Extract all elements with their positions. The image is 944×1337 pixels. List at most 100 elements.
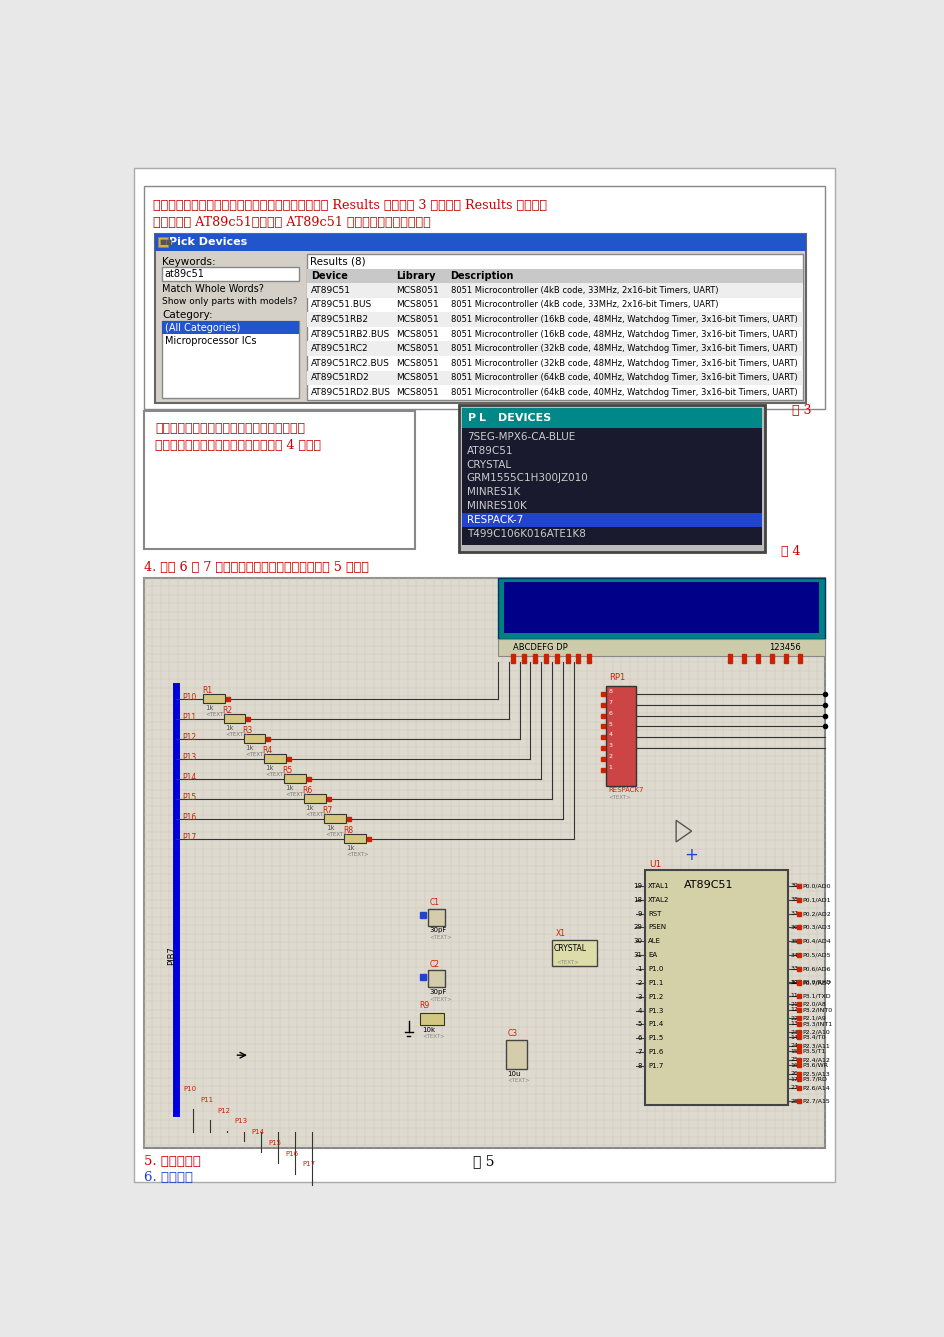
Text: 8: 8 bbox=[608, 690, 612, 694]
Text: R9: R9 bbox=[418, 1001, 429, 1011]
Text: AT89C51RC2: AT89C51RC2 bbox=[311, 344, 368, 353]
Text: Library: Library bbox=[396, 271, 435, 281]
Text: AT89C51: AT89C51 bbox=[311, 286, 351, 294]
Text: 1: 1 bbox=[608, 765, 612, 770]
Text: P1.7: P1.7 bbox=[648, 1063, 663, 1070]
Text: CRYSTAL: CRYSTAL bbox=[466, 460, 512, 469]
Text: 31: 31 bbox=[632, 952, 641, 959]
Text: MINRES1K: MINRES1K bbox=[466, 487, 519, 497]
Text: 4: 4 bbox=[637, 1008, 641, 1013]
Bar bbox=[324, 814, 346, 824]
Text: T499C106K016ATE1K8: T499C106K016ATE1K8 bbox=[466, 529, 585, 539]
Text: MINRES10K: MINRES10K bbox=[466, 501, 526, 511]
Text: XTAL2: XTAL2 bbox=[648, 897, 669, 902]
Bar bbox=[420, 1013, 443, 1025]
Text: C1: C1 bbox=[430, 898, 439, 906]
Text: +: + bbox=[683, 846, 697, 864]
Text: 2: 2 bbox=[608, 754, 612, 759]
Text: U1: U1 bbox=[649, 860, 661, 869]
Text: 26: 26 bbox=[789, 1071, 797, 1076]
Text: R7: R7 bbox=[323, 806, 332, 816]
Text: XTAL1: XTAL1 bbox=[648, 882, 669, 889]
Text: <TEXT>: <TEXT> bbox=[225, 731, 247, 737]
Text: P1.2: P1.2 bbox=[648, 993, 663, 1000]
Text: 1k: 1k bbox=[305, 805, 314, 812]
Text: P1.6: P1.6 bbox=[648, 1050, 663, 1055]
Bar bbox=[645, 870, 787, 1106]
Text: MCS8051: MCS8051 bbox=[396, 301, 439, 309]
Text: 接着用同样的方法依次将各元件添加至对象选: 接着用同样的方法依次将各元件添加至对象选 bbox=[155, 422, 305, 436]
Text: P3.3/INT1: P3.3/INT1 bbox=[801, 1021, 832, 1025]
Text: P1.5: P1.5 bbox=[648, 1035, 663, 1042]
Text: PIB7: PIB7 bbox=[167, 945, 176, 964]
Text: RESPACK-7: RESPACK-7 bbox=[466, 515, 523, 525]
Text: P15: P15 bbox=[182, 793, 196, 802]
Text: 34: 34 bbox=[789, 952, 797, 957]
Text: P2.5/A13: P2.5/A13 bbox=[801, 1071, 830, 1076]
Text: 30pF: 30pF bbox=[430, 928, 447, 933]
Text: P17: P17 bbox=[182, 833, 196, 842]
Text: 1k: 1k bbox=[285, 785, 294, 792]
Text: 表项中双击 AT89c51，则可将 AT89c51 添加至对象选择器窗口。: 表项中双击 AT89c51，则可将 AT89c51 添加至对象选择器窗口。 bbox=[153, 215, 430, 229]
Text: 图 3: 图 3 bbox=[791, 404, 811, 417]
Text: AT89C51: AT89C51 bbox=[683, 880, 733, 889]
Text: P2.7/A15: P2.7/A15 bbox=[801, 1099, 830, 1104]
Text: <TEXT>: <TEXT> bbox=[421, 1035, 445, 1039]
Text: P2.3/A11: P2.3/A11 bbox=[801, 1043, 830, 1048]
Text: P0.2/AD2: P0.2/AD2 bbox=[801, 910, 831, 916]
Text: <TEXT>: <TEXT> bbox=[305, 812, 329, 817]
Bar bbox=[284, 774, 305, 783]
Text: ■■: ■■ bbox=[159, 239, 172, 245]
Bar bbox=[159, 237, 167, 247]
Text: 19: 19 bbox=[632, 882, 641, 889]
Text: CRYSTAL: CRYSTAL bbox=[553, 944, 586, 953]
Bar bbox=[344, 834, 365, 844]
Bar bbox=[307, 254, 802, 400]
Text: P0.7/AD7: P0.7/AD7 bbox=[801, 980, 831, 985]
Bar bbox=[307, 283, 802, 298]
Text: 24: 24 bbox=[789, 1043, 797, 1048]
Text: 4: 4 bbox=[608, 733, 612, 738]
Text: R5: R5 bbox=[282, 766, 293, 775]
Text: AT89C51: AT89C51 bbox=[466, 445, 513, 456]
Bar bbox=[462, 408, 762, 428]
Text: P3.7/RD: P3.7/RD bbox=[801, 1076, 826, 1082]
Text: P2.2/A10: P2.2/A10 bbox=[801, 1029, 830, 1035]
Text: 30: 30 bbox=[632, 939, 641, 944]
Text: AT89C51RB2: AT89C51RB2 bbox=[311, 316, 369, 324]
Text: R1: R1 bbox=[202, 686, 211, 695]
Text: 3: 3 bbox=[608, 743, 612, 749]
Bar bbox=[307, 269, 802, 283]
Text: P11: P11 bbox=[182, 713, 196, 722]
Text: Pick Devices: Pick Devices bbox=[169, 237, 247, 247]
Text: P13: P13 bbox=[182, 753, 196, 762]
Text: R8: R8 bbox=[343, 826, 353, 836]
Text: 25: 25 bbox=[789, 1058, 797, 1063]
Text: P10: P10 bbox=[182, 693, 196, 702]
Text: P0.4/AD4: P0.4/AD4 bbox=[801, 939, 831, 944]
Text: <TEXT>: <TEXT> bbox=[607, 796, 630, 800]
Text: 36: 36 bbox=[789, 925, 797, 929]
Bar bbox=[203, 694, 225, 703]
Bar bbox=[143, 186, 824, 409]
Text: 22: 22 bbox=[789, 1016, 797, 1020]
Text: PSEN: PSEN bbox=[648, 924, 666, 931]
Text: Device: Device bbox=[311, 271, 347, 281]
Text: RST: RST bbox=[648, 910, 661, 916]
Text: 5. 建立网络表: 5. 建立网络表 bbox=[143, 1155, 200, 1169]
Bar bbox=[307, 370, 802, 385]
Text: 21: 21 bbox=[789, 1001, 797, 1007]
Text: P2.6/A14: P2.6/A14 bbox=[801, 1086, 830, 1090]
Text: ABCDEFG DP: ABCDEFG DP bbox=[513, 643, 567, 652]
Text: 38: 38 bbox=[789, 897, 797, 902]
Text: AT89C51.BUS: AT89C51.BUS bbox=[311, 301, 372, 309]
Text: P3.4/T0: P3.4/T0 bbox=[801, 1035, 825, 1040]
Text: 29: 29 bbox=[632, 924, 641, 931]
Text: Match Whole Words?: Match Whole Words? bbox=[162, 285, 264, 294]
Text: R3: R3 bbox=[242, 726, 252, 735]
Text: 27: 27 bbox=[789, 1086, 797, 1090]
Bar bbox=[162, 321, 299, 334]
Text: 1k: 1k bbox=[265, 765, 274, 771]
Text: 择器窗口，最后，对象选择器窗口如图 4 所示：: 择器窗口，最后，对象选择器窗口如图 4 所示： bbox=[155, 439, 321, 452]
Bar bbox=[155, 234, 805, 402]
